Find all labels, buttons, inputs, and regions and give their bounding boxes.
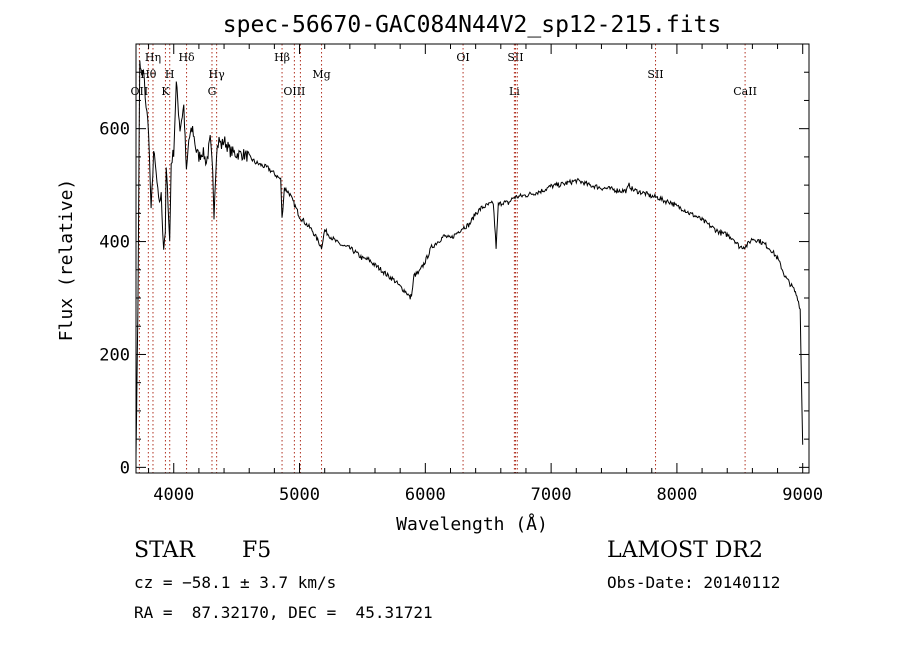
x-tick-label-4: 8000 — [656, 485, 697, 505]
line-label-4: H — [165, 68, 175, 81]
y-axis-label: Flux (relative) — [56, 179, 77, 342]
redshift-readout: cz = −58.1 ± 3.7 km/s — [134, 573, 337, 592]
line-label-3: K — [161, 85, 170, 98]
line-label-14: SII — [507, 51, 523, 64]
x-tick-label-1: 5000 — [279, 485, 320, 505]
line-label-11: Mg — [312, 68, 330, 81]
line-label-6: G — [208, 85, 217, 98]
x-axis-label: Wavelength (Å) — [396, 513, 548, 535]
y-tick-label-1: 200 — [99, 345, 130, 365]
y-tick-label-0: 0 — [120, 458, 130, 478]
plot-frame — [135, 43, 810, 474]
y-tick-label-2: 400 — [99, 233, 130, 253]
x-tick-label-2: 6000 — [405, 485, 446, 505]
coordinates: RA = 87.32170, DEC = 45.31721 — [134, 603, 433, 622]
survey-label: LAMOST DR2 — [607, 538, 763, 563]
x-tick-label-5: 9000 — [782, 485, 823, 505]
line-label-7: Hγ — [209, 68, 226, 81]
line-label-13: Li — [509, 85, 520, 98]
line-label-8: Hβ — [274, 51, 290, 64]
line-label-16: SII — [647, 68, 663, 81]
object-subclass: F5 — [242, 538, 272, 563]
line-label-5: Hδ — [178, 51, 195, 64]
y-tick-label-3: 600 — [99, 120, 130, 140]
spectrum-line — [135, 60, 804, 457]
line-label-12: OI — [456, 51, 469, 64]
obs-date: Obs-Date: 20140112 — [607, 573, 781, 592]
y-axis: 0 200 400 600 — [99, 71, 809, 478]
object-class: STAR — [134, 538, 195, 563]
x-tick-label-3: 7000 — [531, 485, 572, 505]
x-axis: 4000 5000 6000 7000 8000 9000 — [148, 44, 823, 505]
line-label-9: OIII — [283, 85, 305, 98]
line-label-17: CaII — [733, 85, 757, 98]
line-label-2: Hη — [145, 51, 161, 64]
chart-title: spec-56670-GAC084N44V2_sp12-215.fits — [223, 12, 722, 38]
x-tick-label-0: 4000 — [153, 485, 194, 505]
